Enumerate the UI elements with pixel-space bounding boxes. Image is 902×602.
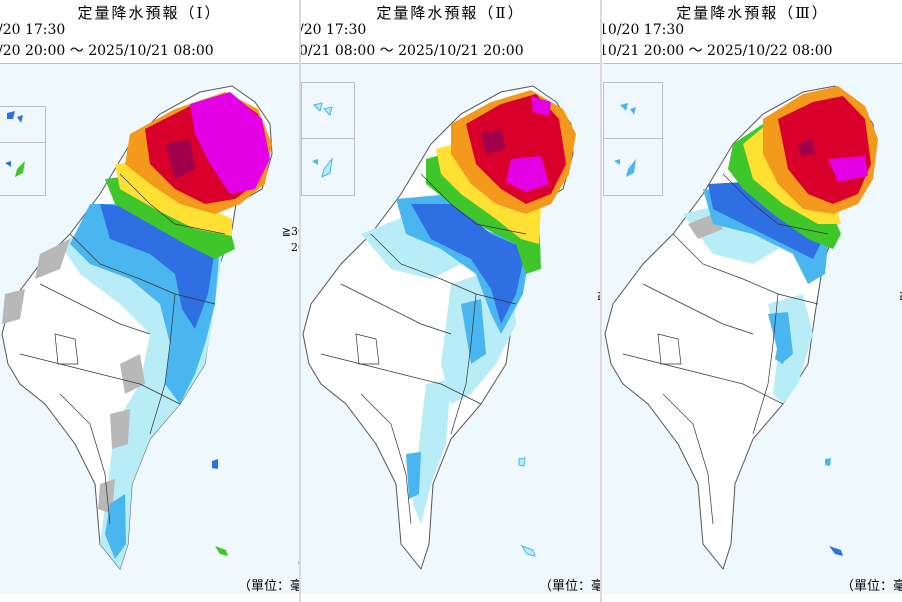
valid-period: 0/21 08:00 ～ 2025/10/21 20:00 — [301, 43, 524, 59]
islands-inset — [301, 82, 355, 140]
unit-label: （單位：毫 — [237, 579, 299, 594]
kinmen-inset — [0, 142, 46, 196]
legend-label-4: 1 — [298, 339, 299, 355]
issue-time: 10/20 17:30 — [603, 22, 685, 38]
panel-title: 定量降水預報（Ⅰ） — [77, 4, 222, 22]
rainfall-map: ≧ — [603, 63, 902, 594]
panel-divider — [600, 0, 602, 602]
qpf-panel-3: 定量降水預報（Ⅲ） 10/20 17:30 10/21 20:00 ～ 2025… — [603, 0, 902, 602]
panel-title: 定量降水預報（Ⅲ） — [676, 4, 829, 22]
kinmen-inset — [603, 138, 663, 196]
qpf-panel-2: 定量降水預報（Ⅱ） /20 17:30 0/21 08:00 ～ 2025/10… — [301, 0, 600, 602]
issue-time: /20 17:30 — [301, 22, 367, 38]
kinmen-islands — [5, 161, 25, 177]
issue-time: /20 17:30 — [0, 22, 66, 38]
legend-label-1: ≧30 — [281, 225, 299, 238]
rainfall-map: ≧ — [301, 63, 600, 594]
islands-inset — [603, 82, 663, 140]
legend-label-6: 0 — [298, 556, 299, 572]
kinmen-islands — [614, 159, 636, 177]
unit-label: （單位：毫 — [840, 579, 902, 594]
kinmen-islands — [312, 157, 333, 178]
matsu-islands — [313, 102, 333, 116]
penghu-islands — [7, 111, 23, 123]
panel-divider — [299, 0, 301, 602]
rainfall-map: ≧30 20 1 1 1 0 — [0, 63, 299, 594]
valid-period: /20 20:00 ～ 2025/10/21 08:00 — [0, 43, 214, 59]
legend-label-5: 1 — [298, 356, 299, 372]
qpf-panel-1: 定量降水預報（Ⅰ） /20 17:30 /20 20:00 ～ 2025/10/… — [0, 0, 299, 602]
legend-label-2: 20 — [291, 241, 299, 254]
legend-label-1: ≧ — [597, 288, 600, 304]
valid-period: 10/21 20:00 ～ 2025/10/22 08:00 — [603, 43, 833, 59]
taiwan-rainfall-map — [1, 85, 273, 571]
panel-title: 定量降水預報（Ⅱ） — [376, 4, 525, 22]
legend-label-1: ≧ — [899, 288, 902, 304]
taiwan-rainfall-map — [604, 85, 878, 571]
unit-label: （單位：毫 — [538, 579, 600, 594]
matsu-islands — [620, 103, 636, 115]
taiwan-rainfall-map — [302, 85, 576, 571]
legend-label-3: 1 — [298, 319, 299, 335]
kinmen-inset — [301, 138, 355, 196]
